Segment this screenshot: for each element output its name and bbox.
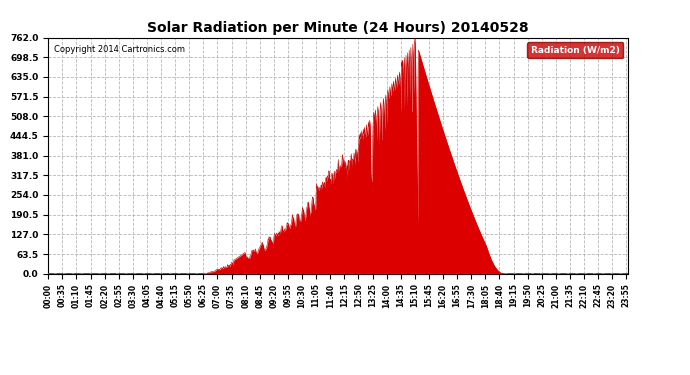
Text: Copyright 2014 Cartronics.com: Copyright 2014 Cartronics.com (54, 45, 185, 54)
Title: Solar Radiation per Minute (24 Hours) 20140528: Solar Radiation per Minute (24 Hours) 20… (147, 21, 529, 35)
Legend: Radiation (W/m2): Radiation (W/m2) (527, 42, 623, 58)
